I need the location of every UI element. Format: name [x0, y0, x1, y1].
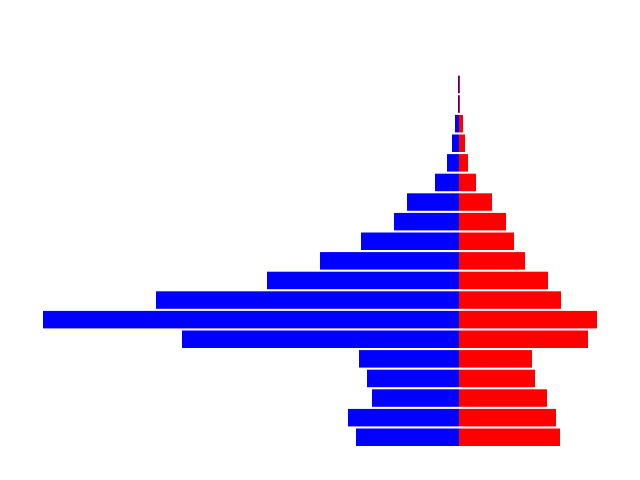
left-bar-14 [447, 154, 459, 172]
left-bar-0 [356, 428, 459, 446]
right-bar-18 [459, 75, 460, 94]
left-bar-2 [372, 389, 459, 407]
right-bar-16 [459, 114, 463, 133]
left-bar-16 [455, 114, 459, 133]
right-bar-7 [459, 291, 561, 309]
left-bar-15 [452, 134, 459, 152]
right-bar-8 [459, 271, 548, 290]
right-bar-11 [459, 212, 506, 231]
right-bar-1 [459, 408, 556, 427]
left-bar-17 [458, 95, 459, 113]
right-bar-13 [459, 173, 476, 192]
right-bar-12 [459, 193, 492, 211]
left-bar-9 [320, 252, 459, 270]
right-bar-14 [459, 154, 468, 172]
right-bar-9 [459, 252, 525, 270]
left-bar-5 [182, 330, 459, 348]
right-bar-5 [459, 330, 588, 348]
right-bar-4 [459, 350, 532, 368]
left-bar-6 [43, 310, 459, 329]
left-bar-4 [359, 350, 459, 368]
right-series-bars [459, 75, 597, 446]
left-series-bars [43, 75, 459, 446]
left-bar-1 [348, 408, 459, 427]
left-bar-10 [361, 232, 459, 250]
left-bar-3 [367, 369, 459, 388]
right-bar-17 [459, 95, 460, 113]
right-bar-3 [459, 369, 535, 388]
left-bar-8 [267, 271, 459, 290]
right-bar-10 [459, 232, 514, 250]
left-bar-7 [156, 291, 459, 309]
right-bar-15 [459, 134, 465, 152]
left-bar-18 [458, 75, 459, 94]
right-bar-6 [459, 310, 597, 329]
right-bar-0 [459, 428, 560, 446]
left-bar-12 [407, 193, 459, 211]
right-bar-2 [459, 389, 547, 407]
left-bar-13 [435, 173, 459, 192]
left-bar-11 [394, 212, 459, 231]
